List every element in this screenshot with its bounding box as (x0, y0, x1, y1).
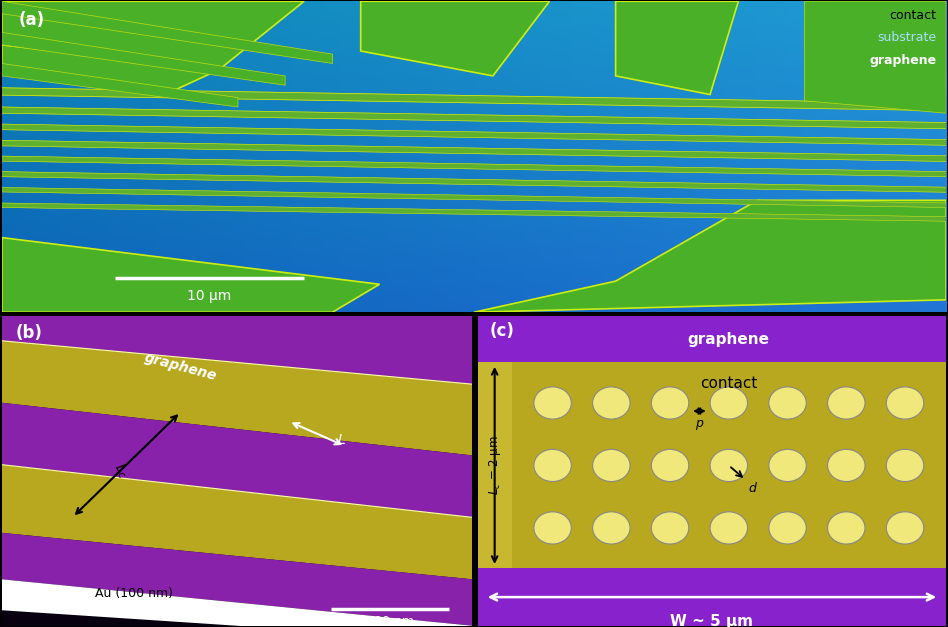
Ellipse shape (769, 512, 807, 544)
Polygon shape (2, 87, 946, 111)
Polygon shape (615, 1, 738, 95)
Ellipse shape (886, 450, 923, 482)
Polygon shape (2, 316, 472, 384)
Polygon shape (2, 45, 219, 92)
Text: (a): (a) (19, 11, 45, 29)
Polygon shape (2, 203, 946, 221)
Ellipse shape (769, 387, 807, 419)
Ellipse shape (651, 450, 689, 482)
Polygon shape (805, 1, 946, 113)
Text: contact: contact (889, 9, 937, 22)
Polygon shape (2, 107, 946, 123)
Text: graphene: graphene (869, 53, 937, 66)
Polygon shape (2, 403, 472, 517)
Bar (512, 362, 946, 569)
Ellipse shape (592, 387, 630, 419)
Text: contact: contact (701, 376, 757, 391)
Ellipse shape (769, 450, 807, 482)
Ellipse shape (534, 512, 572, 544)
Text: W ~ 5 μm: W ~ 5 μm (670, 614, 754, 627)
Polygon shape (2, 238, 379, 312)
Ellipse shape (534, 450, 572, 482)
Polygon shape (2, 171, 946, 192)
Text: graphene: graphene (688, 332, 770, 347)
Text: 500 nm: 500 nm (366, 615, 414, 627)
Polygon shape (2, 465, 472, 579)
Text: graphene: graphene (143, 350, 218, 384)
Polygon shape (2, 156, 946, 172)
Ellipse shape (710, 512, 748, 544)
Polygon shape (2, 156, 946, 177)
Polygon shape (2, 140, 946, 162)
Text: p: p (696, 416, 703, 429)
Ellipse shape (710, 387, 748, 419)
Polygon shape (2, 33, 285, 85)
Ellipse shape (828, 512, 865, 544)
Polygon shape (2, 1, 333, 63)
Polygon shape (2, 145, 946, 162)
Text: $L_c$: $L_c$ (110, 460, 132, 482)
Text: d: d (748, 482, 756, 495)
Polygon shape (2, 187, 946, 203)
Polygon shape (2, 107, 946, 129)
Polygon shape (2, 171, 946, 187)
Text: L: L (338, 433, 346, 447)
Text: 10 μm: 10 μm (188, 288, 231, 303)
Polygon shape (2, 63, 238, 107)
Ellipse shape (828, 387, 865, 419)
Polygon shape (2, 208, 946, 221)
Polygon shape (2, 124, 946, 140)
Polygon shape (2, 533, 472, 626)
Polygon shape (2, 579, 472, 627)
Polygon shape (2, 124, 946, 145)
Bar (478, 362, 512, 569)
Ellipse shape (710, 450, 748, 482)
Ellipse shape (651, 512, 689, 544)
Text: (c): (c) (489, 322, 515, 340)
Text: $L_c$ = 2 μm: $L_c$ = 2 μm (486, 436, 502, 495)
Ellipse shape (886, 512, 923, 544)
Polygon shape (360, 1, 550, 76)
Text: substrate: substrate (878, 31, 937, 44)
Ellipse shape (592, 450, 630, 482)
Polygon shape (2, 341, 472, 455)
Polygon shape (2, 129, 946, 145)
Polygon shape (2, 187, 946, 208)
Text: (b): (b) (16, 324, 43, 342)
Ellipse shape (828, 450, 865, 482)
Polygon shape (2, 176, 946, 192)
Polygon shape (2, 140, 946, 156)
Polygon shape (2, 203, 946, 217)
Ellipse shape (886, 387, 923, 419)
Ellipse shape (592, 512, 630, 544)
Polygon shape (2, 192, 946, 208)
Ellipse shape (651, 387, 689, 419)
Polygon shape (474, 200, 946, 312)
Ellipse shape (534, 387, 572, 419)
Polygon shape (2, 95, 946, 111)
Polygon shape (2, 113, 946, 129)
Polygon shape (2, 161, 946, 177)
Polygon shape (2, 1, 304, 70)
Polygon shape (2, 87, 946, 103)
Text: Au (100 nm): Au (100 nm) (95, 587, 173, 599)
